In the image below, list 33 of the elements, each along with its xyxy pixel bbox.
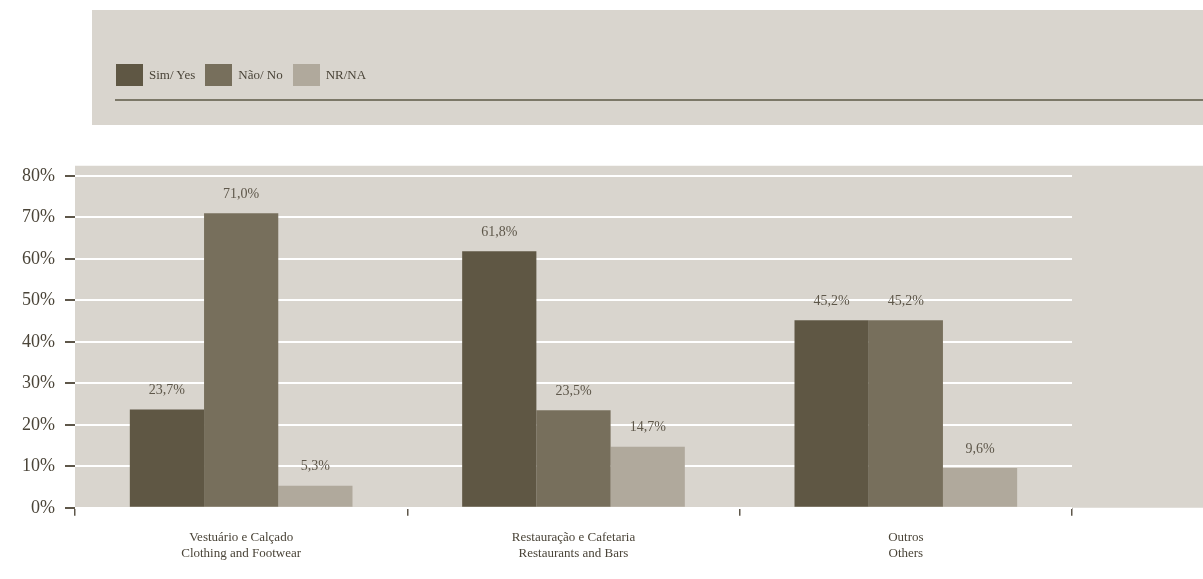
bar [278,485,353,507]
legend-label: Sim/ Yes [149,67,196,83]
x-tick-label: Restauração e Cafetaria Restaurants and Bars [511,529,636,560]
data-label: 14,7% [629,419,667,435]
x-tick-label: Outros Others [888,529,924,560]
bar [868,320,943,507]
data-label: 23,5% [555,382,592,398]
legend-label: NR/NA [325,67,367,83]
bar [204,213,279,507]
bar [942,467,1018,507]
bar [536,410,611,507]
y-tick-label: 80% [21,164,55,185]
bar [610,446,685,507]
bar [462,251,537,507]
data-label: 5,3% [300,458,331,474]
y-tick-label: 40% [21,330,55,351]
bar [794,320,869,507]
data-label: 45,2% [887,292,925,308]
data-label: 23,7% [148,382,186,398]
y-tick-label: 10% [21,455,55,476]
data-label: 45,2% [813,292,851,308]
y-tick-label: 20% [21,413,55,434]
y-tick-label: 70% [21,206,55,227]
data-label: 9,6% [965,440,995,456]
x-tick-label: Vestuário e Calçado Clothing and Footwear [181,529,302,560]
data-label: 61,8% [481,224,518,239]
y-tick-label: 60% [21,247,55,268]
bar [129,409,205,507]
data-label: 71,0% [223,185,260,201]
y-tick-label: 30% [21,372,55,393]
y-tick-label: 50% [21,289,55,310]
legend-label: Não/ No [238,67,283,83]
y-tick-label: 0% [30,496,55,517]
